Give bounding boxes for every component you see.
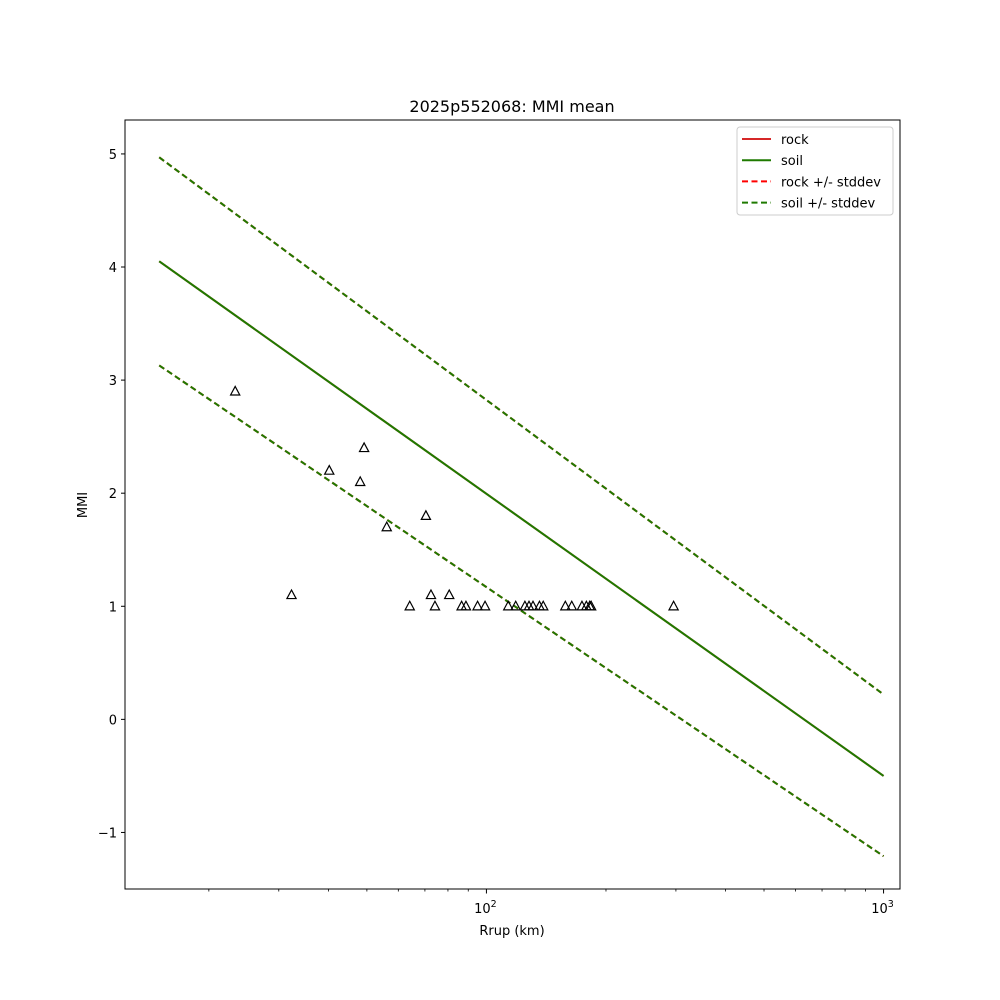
observation-point bbox=[285, 588, 298, 600]
legend-label-0: rock bbox=[781, 133, 809, 148]
plot-lines bbox=[158, 156, 885, 858]
series-line-3 bbox=[158, 156, 885, 696]
x-tick-label: 102 bbox=[474, 899, 497, 917]
observation-point bbox=[585, 600, 597, 611]
y-tick-label: 0 bbox=[109, 713, 117, 728]
y-axis-label: MMI bbox=[76, 492, 91, 518]
y-tick-label: 2 bbox=[109, 487, 117, 502]
observation-point bbox=[510, 600, 522, 611]
legend-box bbox=[736, 126, 894, 216]
observation-point bbox=[566, 600, 578, 611]
observation-point bbox=[404, 600, 416, 611]
x-axis-label: Rrup (km) bbox=[479, 924, 544, 939]
y-tick-label: 5 bbox=[109, 148, 117, 163]
y-tick-label: 3 bbox=[109, 374, 117, 389]
y-axis: 5 4 3 2 1 0 −1 bbox=[98, 148, 125, 841]
x-axis: 102 103 bbox=[208, 889, 894, 917]
observation-point bbox=[502, 600, 514, 611]
legend-label-3: soil +/- stddev bbox=[781, 197, 876, 212]
observation-point bbox=[479, 600, 491, 611]
observation-point bbox=[229, 385, 241, 396]
series-line-1 bbox=[158, 260, 885, 777]
legend: rock soil rock +/- stddev soil +/- stddev bbox=[736, 126, 894, 216]
legend-label-1: soil bbox=[781, 154, 803, 169]
legend-label-2: rock +/- stddev bbox=[781, 175, 881, 190]
series-line-3-lower bbox=[158, 364, 885, 858]
observation-point bbox=[471, 600, 484, 611]
y-tick-label: 1 bbox=[109, 600, 117, 615]
x-tick-label: 103 bbox=[871, 899, 894, 917]
y-tick-label: −1 bbox=[98, 826, 117, 841]
observation-point bbox=[381, 520, 393, 532]
observation-point bbox=[443, 588, 455, 600]
observation-point bbox=[527, 600, 539, 611]
observation-point bbox=[537, 600, 549, 611]
plot-points bbox=[229, 385, 680, 611]
observation-point bbox=[358, 441, 370, 453]
observation-point bbox=[667, 600, 680, 611]
y-tick-label: 4 bbox=[109, 261, 117, 276]
observation-point bbox=[460, 600, 472, 611]
observation-point bbox=[354, 475, 366, 487]
chart-title: 2025p552068: MMI mean bbox=[409, 97, 614, 116]
observation-point bbox=[323, 464, 335, 475]
plot-frame bbox=[124, 119, 901, 890]
observation-point bbox=[420, 509, 432, 521]
observation-point bbox=[559, 600, 571, 611]
observation-point bbox=[425, 588, 437, 600]
observation-point bbox=[429, 600, 441, 611]
